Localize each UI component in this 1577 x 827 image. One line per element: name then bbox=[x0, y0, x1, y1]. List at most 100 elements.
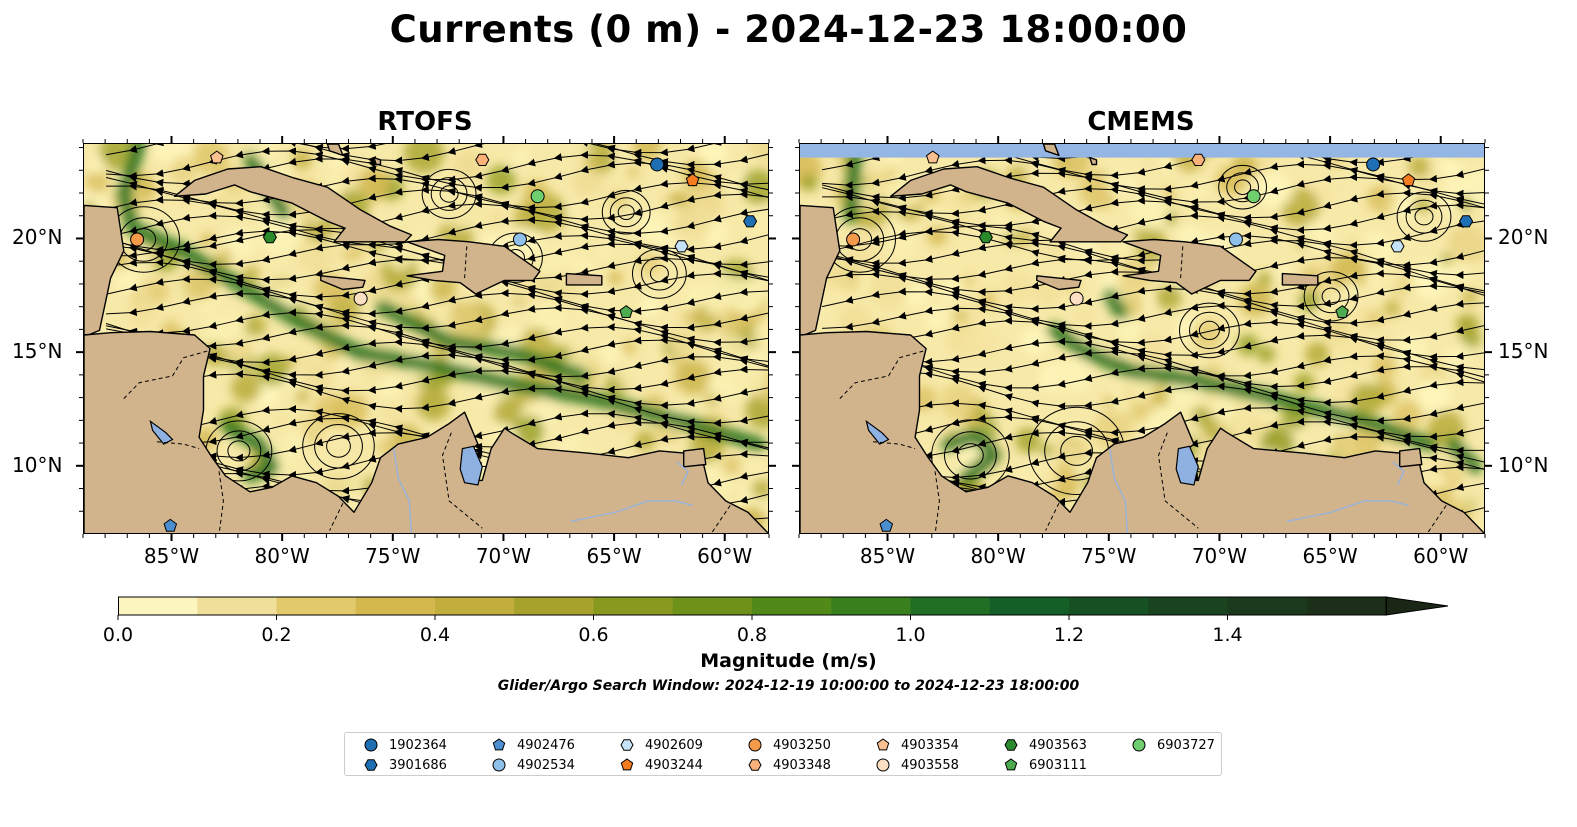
colorbar-tick-label: 1.0 bbox=[895, 624, 926, 646]
legend-entry: 4903558 bbox=[875, 757, 959, 773]
legend-marker-4903558 bbox=[876, 758, 890, 772]
float-marker-4903348 bbox=[475, 153, 490, 166]
colorbar-segment bbox=[514, 597, 595, 615]
float-marker-4903250 bbox=[846, 232, 861, 247]
legend-entry: 4903244 bbox=[619, 757, 703, 773]
legend-label: 4903354 bbox=[901, 737, 959, 753]
float-marker-3901686 bbox=[743, 215, 758, 228]
float-marker-1902364 bbox=[1366, 157, 1381, 172]
legend-label: 4902534 bbox=[517, 757, 575, 773]
float-marker-6903111 bbox=[1335, 305, 1349, 318]
colorbar-segment bbox=[435, 597, 515, 615]
legend-entry: 4902534 bbox=[491, 757, 575, 773]
lon-tick-label: 80°W bbox=[254, 544, 310, 568]
float-marker-4902476 bbox=[163, 518, 178, 532]
float-marker-1902364 bbox=[650, 157, 665, 172]
float-marker-4903250 bbox=[130, 232, 145, 247]
float-marker-4903558 bbox=[1069, 291, 1084, 306]
colorbar-tick-label: 0.0 bbox=[102, 624, 134, 646]
colorbar-segment bbox=[1148, 597, 1229, 615]
legend-label: 3901686 bbox=[389, 757, 447, 773]
lon-tick-label: 60°W bbox=[1413, 544, 1469, 568]
float-marker-4903558 bbox=[353, 291, 368, 306]
lat-tick-label-right: 15°N bbox=[1498, 339, 1549, 364]
legend-label: 4903348 bbox=[773, 757, 831, 773]
lat-tick-label-right: 10°N bbox=[1498, 452, 1549, 477]
float-marker-4903348 bbox=[1191, 153, 1206, 166]
colorbar-segment bbox=[1306, 597, 1387, 615]
colorbar-tick-label: 1.4 bbox=[1212, 624, 1243, 646]
legend-entry: 4903354 bbox=[875, 737, 959, 753]
float-markers bbox=[130, 150, 758, 532]
lon-tick-label: 65°W bbox=[586, 544, 642, 568]
lat-tick-label-left: 10°N bbox=[12, 452, 63, 477]
legend-label: 4902476 bbox=[517, 737, 575, 753]
legend-entry: 3901686 bbox=[363, 757, 447, 773]
colorbar bbox=[118, 596, 1458, 622]
legend-entry: 4903348 bbox=[747, 757, 831, 773]
float-marker-4903244 bbox=[1401, 173, 1416, 187]
legend-entry: 1902364 bbox=[363, 737, 447, 753]
lon-tick-label: 75°W bbox=[365, 544, 421, 568]
colorbar-segment bbox=[1069, 597, 1149, 615]
colorbar-segment bbox=[118, 597, 198, 615]
lon-tick-label: 70°W bbox=[1191, 544, 1248, 568]
search-window-note: Glider/Argo Search Window: 2024-12-19 10… bbox=[497, 678, 1080, 694]
float-marker-4902609 bbox=[1390, 240, 1405, 253]
legend-marker-4903354 bbox=[876, 738, 890, 751]
float-legend: 1902364 3901686 4902476 4902534 4902609 49032… bbox=[344, 732, 1222, 776]
float-marker-4902476 bbox=[879, 518, 894, 532]
lon-tick-label: 85°W bbox=[859, 544, 916, 568]
legend-marker-6903727 bbox=[1132, 738, 1146, 752]
legend-marker-4903250 bbox=[748, 738, 762, 752]
rtofs-map-canvas bbox=[84, 144, 768, 533]
colorbar-segment bbox=[672, 597, 753, 615]
colorbar-extend-arrow bbox=[1385, 596, 1449, 616]
float-marker-4903354 bbox=[926, 150, 940, 164]
lon-tick-label: 75°W bbox=[1081, 544, 1137, 568]
legend-marker-4903244 bbox=[620, 758, 634, 771]
lon-tick-label: 70°W bbox=[475, 544, 532, 568]
colorbar-segment bbox=[910, 597, 991, 615]
legend-label: 1902364 bbox=[389, 737, 447, 753]
colorbar-segment bbox=[355, 597, 436, 615]
legend-label: 4903558 bbox=[901, 757, 959, 773]
legend-label: 4903244 bbox=[645, 757, 703, 773]
float-marker-4902534 bbox=[1228, 232, 1243, 247]
legend-entry: 6903727 bbox=[1131, 737, 1215, 753]
float-marker-6903727 bbox=[1246, 189, 1261, 204]
figure-title: Currents (0 m) - 2024-12-23 18:00:00 bbox=[389, 8, 1188, 51]
colorbar-tick-label: 0.6 bbox=[578, 624, 609, 646]
legend-marker-4902609 bbox=[620, 739, 634, 751]
lon-tick-label: 60°W bbox=[697, 544, 753, 568]
float-marker-4903563 bbox=[978, 231, 993, 244]
panel-title-cmems: CMEMS bbox=[1087, 107, 1195, 137]
float-marker-4903244 bbox=[685, 173, 700, 187]
legend-entry: 6903111 bbox=[1003, 757, 1087, 773]
float-marker-4902534 bbox=[512, 232, 527, 247]
colorbar-segment bbox=[276, 597, 357, 615]
float-marker-4903354 bbox=[210, 150, 224, 164]
legend-entry: 4903563 bbox=[1003, 737, 1087, 753]
legend-marker-3901686 bbox=[364, 759, 378, 771]
legend-marker-4902476 bbox=[492, 738, 506, 751]
legend-label: 4903563 bbox=[1029, 737, 1087, 753]
lon-tick-label: 80°W bbox=[970, 544, 1026, 568]
legend-entry: 4902476 bbox=[491, 737, 575, 753]
legend-label: 6903111 bbox=[1029, 757, 1087, 773]
colorbar-segment bbox=[752, 597, 832, 615]
missing-data-band bbox=[800, 144, 1484, 158]
lon-tick-label: 65°W bbox=[1302, 544, 1358, 568]
lon-tick-label: 85°W bbox=[143, 544, 200, 568]
lat-tick-label-left: 15°N bbox=[12, 339, 63, 364]
lat-tick-label-left: 20°N bbox=[12, 225, 63, 250]
legend-label: 4902609 bbox=[645, 737, 703, 753]
legend-marker-4903348 bbox=[748, 759, 762, 771]
colorbar-tick-label: 0.8 bbox=[736, 624, 768, 646]
legend-entry: 4902609 bbox=[619, 737, 703, 753]
cmems-map bbox=[799, 143, 1485, 534]
land-areas bbox=[800, 144, 1484, 533]
float-marker-6903727 bbox=[530, 189, 545, 204]
float-marker-6903111 bbox=[619, 305, 633, 318]
float-marker-4902609 bbox=[674, 240, 689, 253]
